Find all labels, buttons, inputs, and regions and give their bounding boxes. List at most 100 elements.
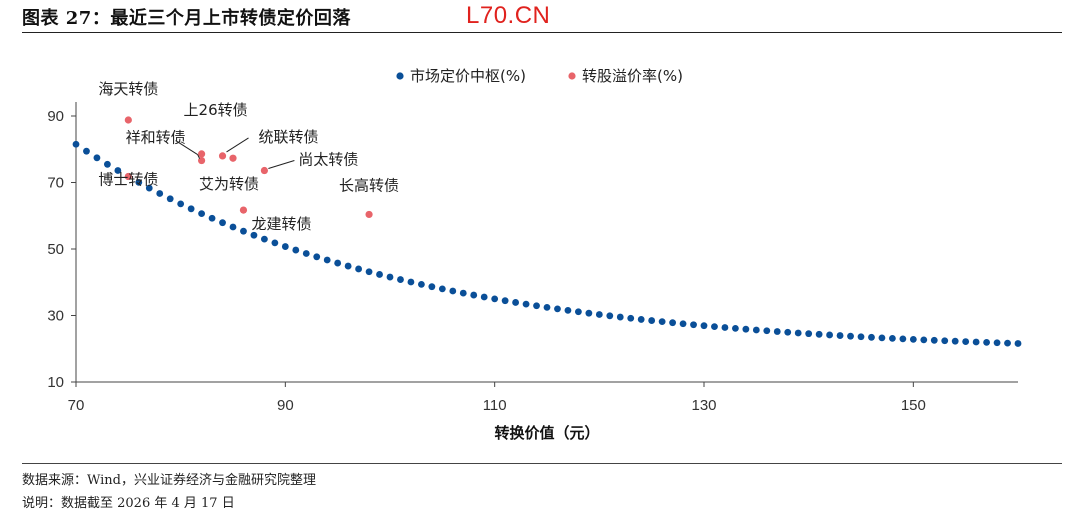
market-center-point [627, 314, 635, 322]
market-center-point [512, 299, 519, 306]
market-center-point [742, 325, 750, 333]
y-tick-label: 10 [47, 374, 64, 391]
legend-marker-premium [568, 72, 576, 80]
market-center-point [847, 332, 854, 340]
market-center-point [993, 339, 1001, 347]
market-center-point [564, 306, 572, 314]
market-center-point [459, 289, 467, 297]
market-center-point [219, 219, 226, 227]
market-center-point [889, 334, 896, 342]
point-label: 祥和转债 [126, 129, 186, 147]
market-center-point [491, 295, 499, 303]
x-tick-label: 110 [483, 397, 507, 414]
market-center-point [878, 334, 886, 342]
market-center-point [281, 243, 289, 250]
market-center-point [752, 326, 760, 334]
market-center-point [554, 305, 561, 313]
point-label: 统联转债 [259, 128, 319, 146]
market-center-point [784, 328, 792, 336]
market-center-point [899, 335, 907, 343]
x-tick-label: 70 [68, 397, 85, 414]
market-center-point [658, 318, 666, 326]
market-center-point [114, 167, 122, 174]
market-center-point [700, 322, 708, 330]
market-center-point [805, 330, 813, 338]
market-center-point [585, 309, 593, 317]
leader-line [226, 137, 249, 153]
premium-point [218, 152, 227, 160]
premium-point [260, 166, 268, 175]
market-center-point [522, 300, 530, 308]
market-center-point [323, 256, 331, 264]
legend: 市场定价中枢(%) 转股溢价率(%) [396, 67, 683, 85]
leader-line [197, 154, 201, 159]
market-center-point [302, 250, 310, 257]
market-center-point [250, 231, 258, 239]
point-label: 上26转债 [184, 101, 248, 119]
market-center-point [93, 154, 101, 162]
figure-title: 图表 27：最近三个月上市转债定价回落 [22, 8, 351, 29]
legend-marker-market [396, 72, 404, 80]
market-center-point [679, 320, 687, 328]
point-label: 龙建转债 [251, 215, 311, 233]
source-note: 数据来源：Wind，兴业证券经济与金融研究院整理 [22, 473, 316, 488]
market-center-point [1014, 340, 1022, 347]
market-center-point [616, 313, 624, 321]
x-tick-label: 150 [901, 397, 926, 414]
market-center-point [187, 205, 195, 213]
market-center-point [732, 324, 739, 332]
date-note: 说明：数据截至 2026 年 4 月 17 日 [22, 496, 235, 511]
x-ticks: 70 90 110 130 150 [68, 382, 926, 414]
market-center-point [313, 253, 321, 261]
market-center-point [355, 265, 362, 273]
market-center-point [941, 337, 949, 345]
market-center-point [909, 335, 917, 343]
market-center-point [156, 190, 164, 197]
title-rule [22, 32, 1062, 33]
market-center-point [428, 283, 436, 291]
market-center-point [920, 336, 928, 344]
market-center-point [763, 327, 771, 335]
market-center-point [669, 319, 676, 327]
market-center-point [177, 200, 185, 208]
market-center-point [1004, 339, 1011, 347]
market-center-point [208, 214, 216, 222]
market-center-point [794, 329, 802, 337]
market-center-point [972, 338, 980, 346]
premium-point [124, 116, 132, 124]
market-center-point [962, 338, 970, 345]
y-tick-label: 50 [47, 241, 64, 258]
market-center-point [397, 276, 404, 283]
market-center-point [951, 337, 959, 345]
premium-point [198, 156, 206, 165]
legend-label-premium: 转股溢价率(%) [582, 67, 683, 85]
market-center-point [711, 323, 718, 330]
axes [75, 102, 1018, 383]
market-center-point [198, 210, 206, 218]
market-center-point [135, 179, 143, 186]
point-label: 艾为转债 [199, 175, 259, 193]
market-center-point [836, 332, 844, 339]
y-tick-label: 90 [47, 108, 64, 125]
premium-point [365, 210, 373, 219]
premium-point [229, 154, 237, 162]
market-center-point [815, 330, 823, 338]
market-center-point [595, 311, 603, 318]
market-center-point [271, 239, 279, 247]
market-center-point [376, 271, 383, 278]
market-center-point [575, 308, 582, 316]
market-center-point [365, 268, 373, 276]
market-center-point [407, 278, 415, 286]
market-center-point [606, 312, 614, 320]
series-conversion-premium [124, 116, 373, 219]
legend-label-market: 市场定价中枢(%) [410, 67, 526, 85]
market-center-point [773, 328, 781, 335]
market-center-point [334, 259, 342, 267]
market-center-point [930, 336, 938, 344]
market-center-point [166, 195, 174, 203]
y-tick-label: 30 [47, 308, 64, 325]
market-center-point [690, 321, 697, 329]
market-center-point [145, 184, 153, 192]
premium-point [124, 172, 132, 181]
premium-point [198, 150, 206, 158]
